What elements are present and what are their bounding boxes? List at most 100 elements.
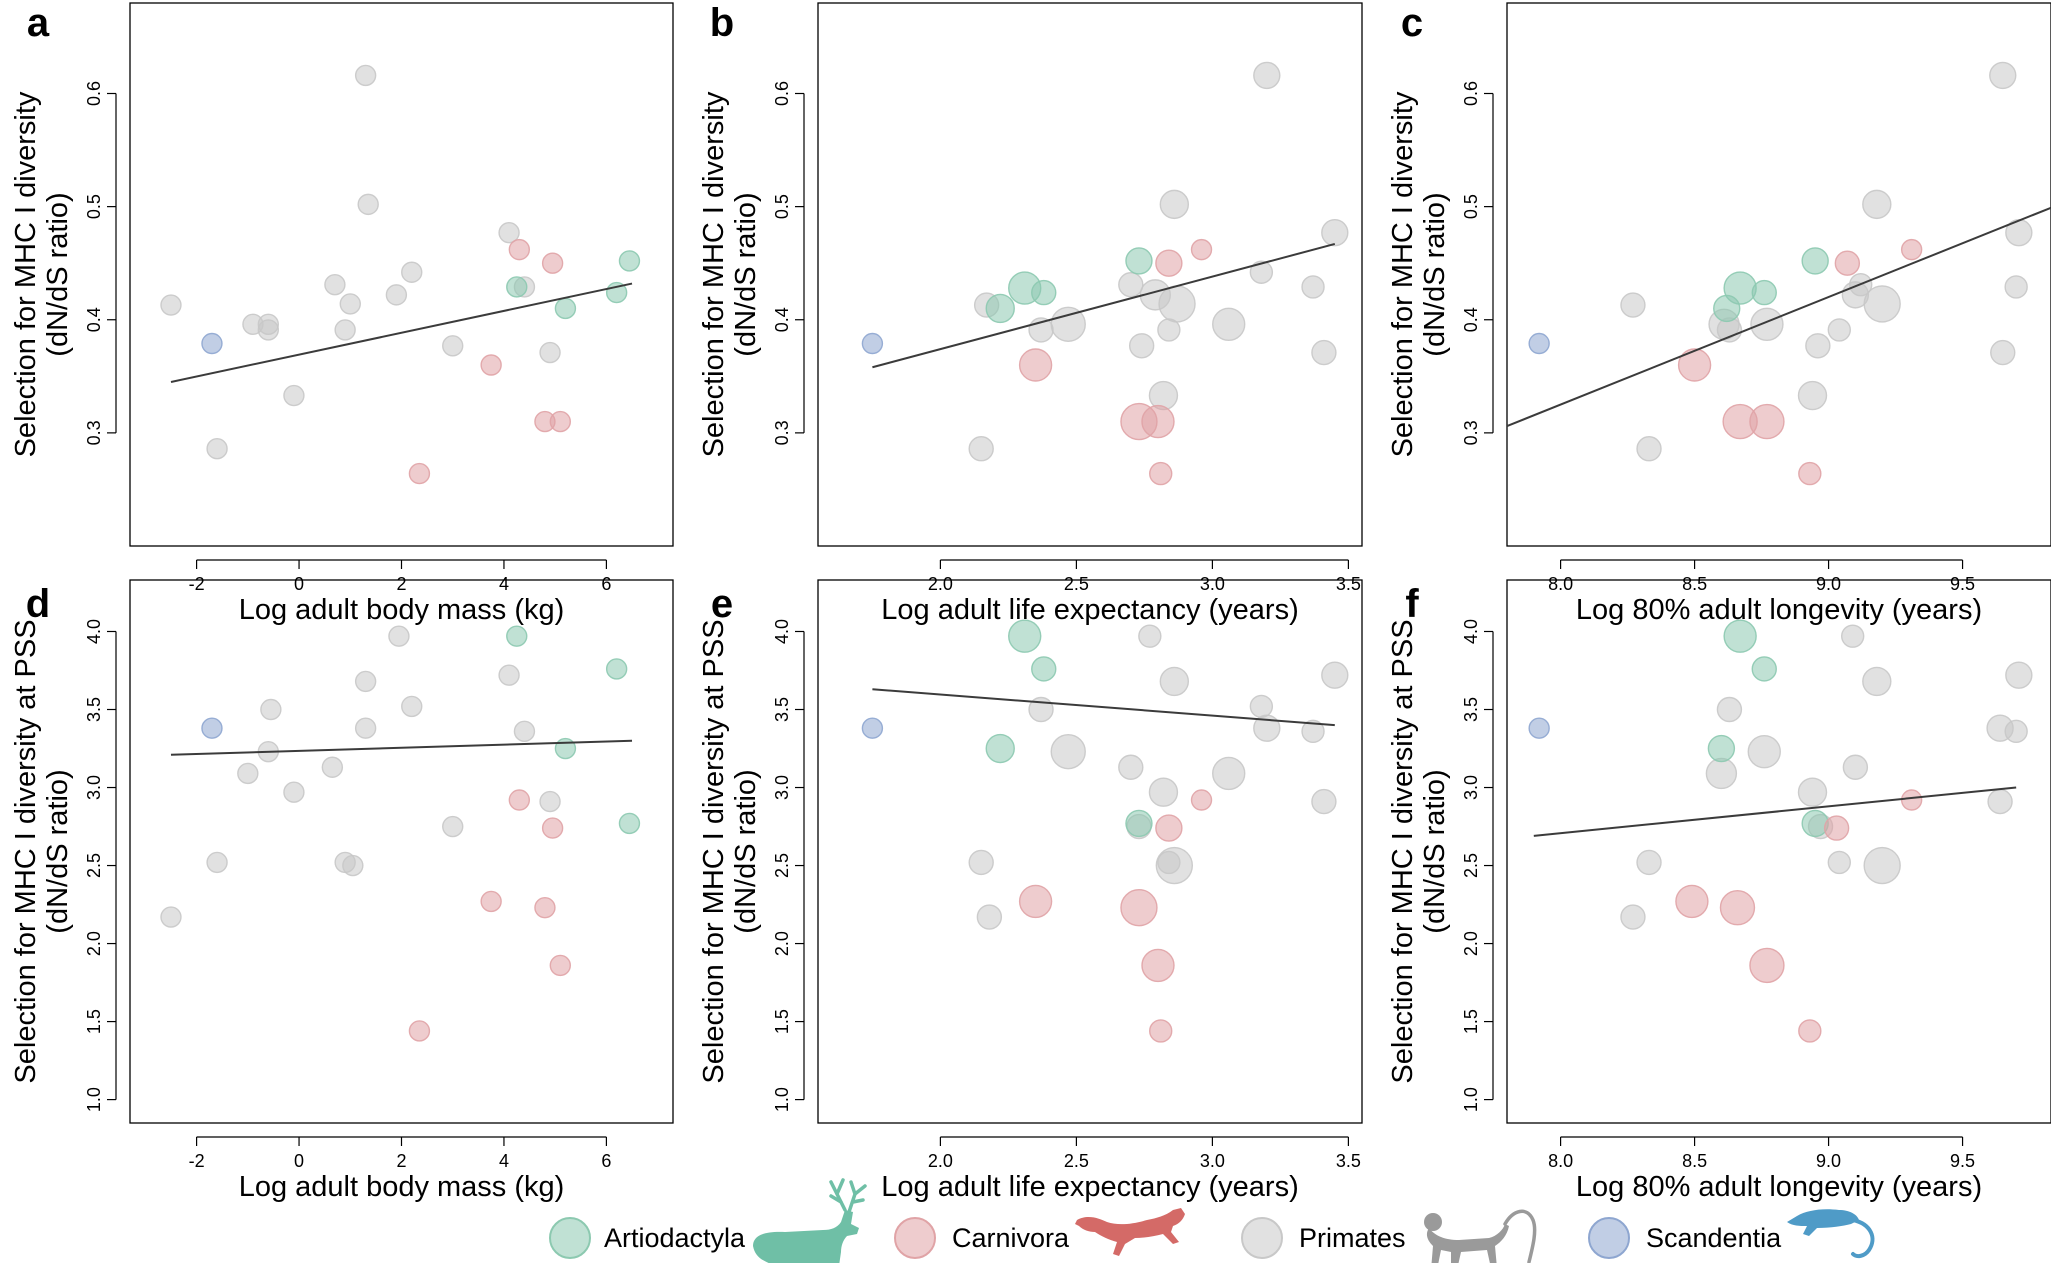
point-carnivora <box>549 410 572 433</box>
plot-frame <box>817 579 1363 1124</box>
point-primates <box>1321 218 1349 247</box>
point-primates <box>334 319 356 341</box>
point-primates <box>1301 719 1325 744</box>
x-tick-label: 9.0 <box>1816 1151 1841 1171</box>
plot-area <box>1528 619 2033 1043</box>
point-primates <box>1805 333 1831 359</box>
y-tick-label: 1.5 <box>1461 1009 1481 1034</box>
point-primates <box>1862 189 1892 220</box>
y-tick-label: 0.6 <box>772 81 792 106</box>
point-carnivora <box>1834 250 1861 276</box>
point-primates <box>206 851 228 874</box>
legend-label: Carnivora <box>952 1223 1070 1253</box>
point-artiodactyla <box>1008 619 1042 653</box>
regression-line <box>872 688 1335 727</box>
panel-a: a -2 0 2 4 6 0.3 0.4 0.5 0.6 Log adult body mass (… <box>10 1 674 626</box>
point-primates <box>2004 719 2028 744</box>
point-primates <box>1253 61 1281 90</box>
x-axis-title: Log adult body mass (kg) <box>239 1171 565 1203</box>
point-carnivora <box>1149 461 1173 486</box>
x-axis-title: Log adult body mass (kg) <box>239 594 565 626</box>
point-artiodactyla <box>1031 279 1057 306</box>
plot-frame <box>129 579 674 1124</box>
point-primates <box>1863 846 1901 885</box>
point-primates <box>321 756 344 778</box>
legend-swatch <box>894 1217 936 1259</box>
y-tick-label: 3.0 <box>1461 775 1481 800</box>
point-primates <box>283 781 305 803</box>
y-tick-label: 0.3 <box>772 420 792 445</box>
plot-area <box>160 625 641 1042</box>
y-tick-label: 0.6 <box>84 81 104 106</box>
point-scandentia <box>201 332 223 355</box>
panels: a -2 0 2 4 6 0.3 0.4 0.5 0.6 Log adult body mass (… <box>10 1 2051 1203</box>
x-tick-label: 3.0 <box>1200 1151 1225 1171</box>
point-primates <box>1620 292 1646 318</box>
point-primates <box>1128 333 1155 359</box>
point-carnivora <box>1798 461 1822 486</box>
x-tick-label: 3.5 <box>1336 574 1361 594</box>
point-primates <box>1716 696 1743 723</box>
x-tick-label: 4 <box>499 574 509 594</box>
point-primates <box>1311 788 1337 815</box>
y-tick-label: 3.5 <box>1461 697 1481 722</box>
point-primates <box>339 293 361 315</box>
point-primates <box>257 313 280 335</box>
panel-b: b 2.0 2.5 3.0 3.5 0.3 0.4 0.5 0.6 Log adult life … <box>698 1 1363 626</box>
point-primates <box>1158 285 1196 323</box>
y-tick-label: 2.5 <box>772 853 792 878</box>
x-axis-title: Log adult life expectancy (years) <box>881 1171 1299 1203</box>
point-primates <box>2005 661 2033 689</box>
y-tick-label: 4.0 <box>84 619 104 644</box>
point-carnivora <box>408 462 431 485</box>
plot-area <box>861 619 1349 1043</box>
point-carnivora <box>1900 238 1923 261</box>
point-primates <box>342 854 364 877</box>
y-axis-title: Selection for MHC I diversity <box>1387 91 1419 457</box>
point-scandentia <box>861 332 884 355</box>
point-carnivora <box>1018 348 1053 382</box>
x-tick-label: 0 <box>294 574 304 594</box>
legend-swatch <box>1241 1217 1283 1259</box>
point-artiodactyla <box>1751 279 1777 306</box>
panel-d: d -2 0 2 4 6 1.0 1.5 2.0 2.5 3.0 3.5 4.0 Log adult bo… <box>10 579 674 1203</box>
point-primates <box>1750 307 1784 341</box>
point-artiodactyla <box>605 658 628 680</box>
legend-item-artiodactyla: Artiodactyla <box>549 1178 867 1263</box>
legend-label: Scandentia <box>1646 1223 1782 1253</box>
y-tick-label: 0.4 <box>772 307 792 332</box>
y-tick-label: 0.5 <box>1461 194 1481 219</box>
regression-line <box>872 242 1336 369</box>
point-primates <box>324 273 346 296</box>
point-primates <box>976 904 1003 930</box>
point-primates <box>1212 307 1246 341</box>
y-axis-subtitle: (dN/dS ratio) <box>1419 769 1451 933</box>
point-primates <box>2004 275 2028 299</box>
point-artiodactyla <box>1801 809 1829 838</box>
point-primates <box>498 664 520 686</box>
point-carnivora <box>1190 238 1213 261</box>
point-artiodactyla <box>1707 734 1736 763</box>
y-tick-label: 1.0 <box>1461 1087 1481 1112</box>
point-carnivora <box>1141 948 1175 983</box>
point-primates <box>1148 777 1179 807</box>
point-artiodactyla <box>554 737 577 760</box>
regression-line <box>1507 206 2051 428</box>
plot-frame <box>1506 579 2051 1124</box>
point-primates <box>442 815 464 838</box>
point-carnivora <box>1749 403 1785 440</box>
legend-item-scandentia: Scandentia <box>1588 1209 1875 1259</box>
regression-line <box>170 282 633 383</box>
y-axis-subtitle: (dN/dS ratio) <box>730 769 762 933</box>
point-carnivora <box>541 252 564 274</box>
x-tick-label: -2 <box>189 574 205 594</box>
y-axis-subtitle: (dN/dS ratio) <box>42 769 74 933</box>
panel-letter: a <box>27 1 50 45</box>
legend: Artiodactyla Carnivora Primates Scandentia <box>549 1178 1875 1263</box>
point-primates <box>385 284 408 306</box>
point-carnivora <box>1155 814 1183 842</box>
point-primates <box>354 717 377 739</box>
y-tick-label: 1.5 <box>84 1009 104 1034</box>
point-artiodactyla <box>1031 656 1057 682</box>
panel-letter: f <box>1405 582 1419 626</box>
